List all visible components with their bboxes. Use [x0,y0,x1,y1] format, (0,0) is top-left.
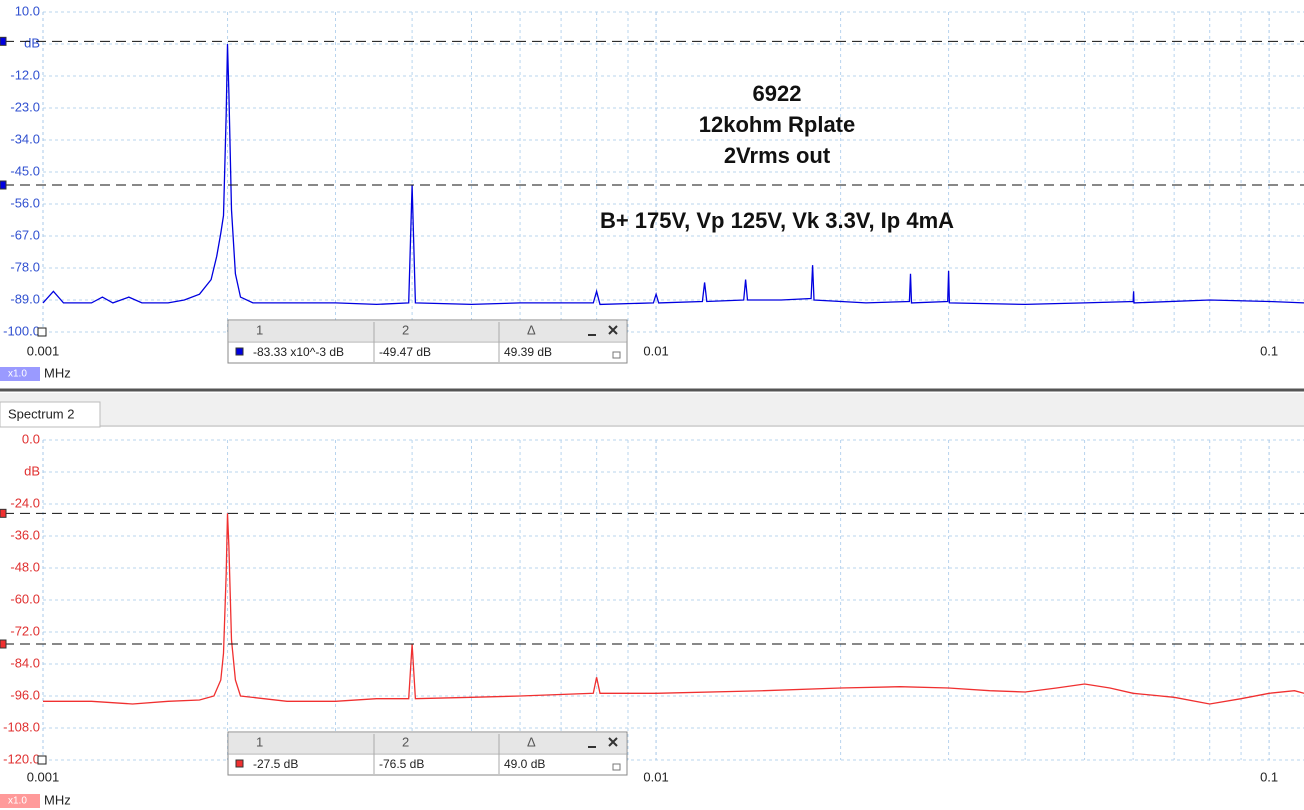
series-swatch [235,759,244,768]
annotation: B+ 175V, Vp 125V, Vk 3.3V, Ip 4mA [600,208,954,233]
y-tick-label: -84.0 [10,655,40,670]
cursor-value: -27.5 dB [253,757,298,771]
tab-bar [0,393,1304,427]
annotation: 12kohm Rplate [699,112,856,137]
y-tick-label: dB [24,35,40,50]
x-tick-label: 0.001 [27,769,60,784]
tab-label[interactable]: Spectrum 2 [8,406,74,421]
y-tick-label: -89.0 [10,291,40,306]
y-tick-label: -34.0 [10,131,40,146]
y-tick-label: -67.0 [10,227,40,242]
y-tick-label: -56.0 [10,195,40,210]
close-icon[interactable] [608,325,618,335]
cursor-delta: 49.39 dB [504,345,552,359]
y-tick-label: -72.0 [10,623,40,638]
cursor-table-header [229,321,626,341]
annotation: 2Vrms out [724,143,831,168]
x-zoom: x1.0 [8,369,27,380]
x-axis-unit: MHz [44,792,71,807]
cursor-header: 1 [256,322,263,337]
x-tick-label: 0.1 [1260,769,1278,784]
tab[interactable] [0,401,101,428]
x-tick-label: 0.01 [643,769,668,784]
x-axis-unit: MHz [44,365,71,380]
cursor-value: -49.47 dB [379,345,431,359]
y-tick-label: -48.0 [10,559,40,574]
cursor-table-header [229,733,626,753]
cursor-header: 2 [402,734,409,749]
cursor-header: Δ [527,322,536,337]
zoom-badge [0,367,40,381]
x-tick-label: 0.01 [643,343,668,358]
cursor-handle [0,508,7,518]
y-tick-label: 10.0 [15,3,40,18]
axis-origin-marker [37,755,47,765]
cursor-header: 2 [402,322,409,337]
annotation: 6922 [753,81,802,106]
y-tick-label: -23.0 [10,99,40,114]
y-tick-label: -60.0 [10,591,40,606]
axis-origin-marker [37,327,47,337]
y-tick-label: -24.0 [10,495,40,510]
cursor-delta: 49.0 dB [504,757,545,771]
x-tick-label: 0.001 [27,343,60,358]
cursor-handle [0,36,7,46]
spectrum-trace [42,43,1304,306]
cursor-header: 1 [256,734,263,749]
lock-icon [612,763,621,771]
cursor-handle [0,639,7,649]
lock-icon [612,351,621,359]
y-tick-label: -100.0 [3,323,40,338]
x-zoom: x1.0 [8,796,27,807]
spectrum-trace [43,513,1304,705]
zoom-badge [0,794,40,808]
y-tick-label: 0.0 [22,431,40,446]
x-tick-label: 0.1 [1260,343,1278,358]
y-tick-label: -108.0 [3,719,40,734]
y-tick-label: -45.0 [10,163,40,178]
close-icon[interactable] [608,737,618,747]
y-tick-label: -12.0 [10,67,40,82]
cursor-value: -76.5 dB [379,757,424,771]
cursor-header: Δ [527,734,536,749]
cursor-handle [0,180,7,190]
series-swatch [235,347,244,356]
y-tick-label: -36.0 [10,527,40,542]
y-tick-label: -120.0 [3,751,40,766]
y-tick-label: dB [24,463,40,478]
y-tick-label: -96.0 [10,687,40,702]
cursor-value: -83.33 x10^-3 dB [253,345,344,359]
y-tick-label: -78.0 [10,259,40,274]
